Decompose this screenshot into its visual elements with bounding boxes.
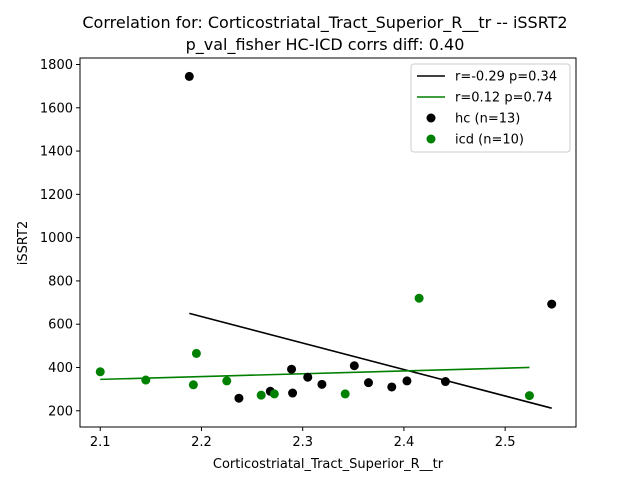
series-0-point xyxy=(303,372,313,382)
series-0-point xyxy=(387,382,397,392)
fit-line-0 xyxy=(189,312,552,409)
series-0-point xyxy=(184,71,194,81)
series-0-point xyxy=(234,393,244,403)
x-tick-label: 2.5 xyxy=(495,435,516,450)
y-tick-label: 1400 xyxy=(40,145,73,160)
series-1-point xyxy=(188,380,198,390)
y-tick-label: 800 xyxy=(48,274,73,289)
legend: r=-0.29 p=0.34 r=0.12 p=0.74 hc (n=13) icd … xyxy=(410,63,571,153)
legend-marker-swatch xyxy=(426,113,436,123)
series-1-point xyxy=(191,348,201,358)
series-0-point xyxy=(288,388,298,398)
y-tick-label: 200 xyxy=(48,404,73,419)
x-axis-ticks: 2.1 2.2 2.3 2.4 2.5 xyxy=(90,427,516,450)
x-tick-label: 2.2 xyxy=(191,435,212,450)
y-tick-label: 600 xyxy=(48,318,73,333)
series-0-point xyxy=(547,299,557,309)
legend-entry-label: r=0.12 p=0.74 xyxy=(455,91,552,106)
legend-entry-label: hc (n=13) xyxy=(455,112,520,127)
series-1-point xyxy=(269,389,279,399)
fit-line-1 xyxy=(100,366,530,381)
series-1-point xyxy=(256,390,266,400)
legend-entry-label: r=-0.29 p=0.34 xyxy=(455,70,557,85)
series-1-point xyxy=(524,391,534,401)
series-0-point xyxy=(402,376,412,386)
y-tick-label: 400 xyxy=(48,361,73,376)
axes-frame xyxy=(79,57,577,428)
legend-marker-swatch xyxy=(426,134,436,144)
series-1-point xyxy=(340,389,350,399)
series-1-point xyxy=(222,376,232,386)
legend-entry-label: icd (n=10) xyxy=(455,133,524,148)
chart-title: Correlation for: Corticostriatal_Tract_S… xyxy=(82,13,567,33)
series-1-point xyxy=(141,375,151,385)
series-1-point xyxy=(414,293,424,303)
x-tick-label: 2.4 xyxy=(394,435,415,450)
series-1-point xyxy=(95,367,105,377)
y-tick-label: 1000 xyxy=(40,231,73,246)
data-points xyxy=(95,71,557,403)
y-tick-label: 1800 xyxy=(40,58,73,73)
series-0-point xyxy=(440,377,450,387)
series-0-point xyxy=(287,364,297,374)
y-axis-label: iSSRT2 xyxy=(16,221,31,265)
y-tick-label: 1600 xyxy=(40,101,73,116)
series-0-point xyxy=(349,361,359,371)
x-tick-label: 2.1 xyxy=(90,435,111,450)
y-tick-label: 1200 xyxy=(40,188,73,203)
chart-subtitle: p_val_fisher HC-ICD corrs diff: 0.40 xyxy=(186,35,465,55)
series-0-point xyxy=(363,378,373,388)
x-axis-label: Corticostriatal_Tract_Superior_R__tr xyxy=(213,457,444,472)
series-0-point xyxy=(317,379,327,389)
x-tick-label: 2.3 xyxy=(292,435,313,450)
y-axis-ticks: 200 400 600 800 1000 1200 1400 1600 1800 xyxy=(40,58,80,419)
legend-box xyxy=(410,63,571,153)
fit-lines xyxy=(100,312,552,409)
